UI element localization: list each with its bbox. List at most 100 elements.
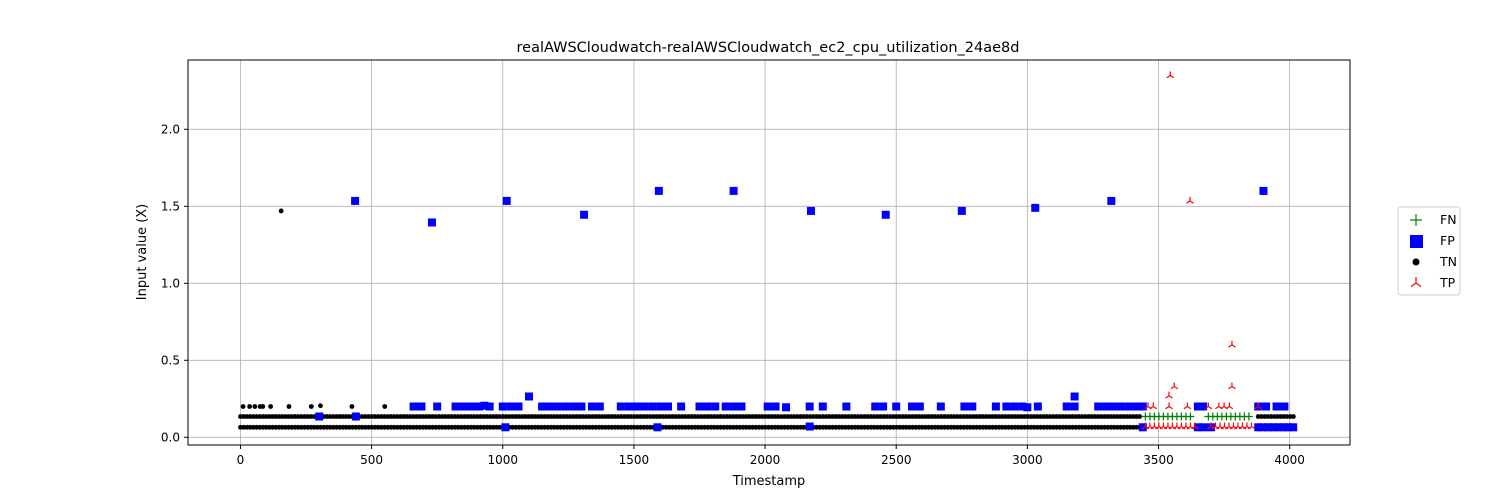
point-FP (514, 402, 523, 411)
point-TP (1225, 402, 1234, 410)
point-FP (1289, 423, 1298, 432)
x-tick-label: 2500 (881, 453, 912, 467)
legend-label-TP: TP (1439, 275, 1456, 290)
point-FP (569, 402, 578, 411)
point-TP (1165, 402, 1173, 410)
point-FP (1138, 423, 1147, 432)
point-FP (1002, 402, 1011, 411)
series-FP (315, 186, 1298, 432)
point-TN (1137, 414, 1143, 419)
point-FP (351, 196, 360, 205)
point-TP (1166, 71, 1175, 79)
point-FP (892, 402, 901, 411)
point-TN (1290, 414, 1296, 419)
point-FP (417, 402, 426, 411)
point-FP (695, 402, 704, 411)
point-FP (711, 402, 720, 411)
point-TN (349, 404, 355, 409)
legend-marker-FP (1410, 235, 1423, 248)
point-FP (1102, 402, 1111, 411)
x-axis-label: Timestamp (732, 474, 806, 489)
x-tick-label: 0 (237, 453, 245, 467)
point-FP (648, 402, 657, 411)
series-FN (1141, 412, 1253, 421)
point-FP (502, 196, 511, 205)
point-TN (240, 404, 246, 409)
point-FP (595, 402, 604, 411)
point-FP (1259, 423, 1268, 432)
point-FP (1138, 402, 1147, 411)
legend-label-TN: TN (1439, 254, 1457, 269)
point-FP (624, 402, 633, 411)
point-TN (252, 404, 258, 409)
point-FP (806, 206, 815, 215)
point-FP (1117, 402, 1126, 411)
legend-marker-FN (1410, 214, 1422, 226)
point-FP (818, 402, 827, 411)
point-FP (1193, 402, 1202, 411)
point-FP (640, 402, 649, 411)
y-tick-label: 1.0 (161, 276, 180, 290)
point-FP (703, 402, 712, 411)
legend-marker-TN (1412, 258, 1420, 266)
point-FP (632, 402, 641, 411)
point-FP (1010, 402, 1019, 411)
point-FP (915, 402, 924, 411)
point-FP (451, 402, 460, 411)
series-TP (1141, 71, 1263, 430)
point-TP (1191, 422, 1199, 430)
point-FP (538, 402, 547, 411)
point-FP (782, 403, 791, 412)
point-FP (879, 402, 888, 411)
y-axis-label: Input value (X) (135, 204, 150, 300)
point-FP (1206, 423, 1215, 432)
point-FP (1070, 402, 1079, 411)
plot-frame (187, 59, 1351, 446)
point-FP (587, 402, 596, 411)
point-FP (1199, 402, 1208, 411)
point-FP (1274, 423, 1283, 432)
point-FP (677, 402, 686, 411)
point-FP (729, 402, 738, 411)
point-TP (1247, 422, 1256, 430)
y-tick-label: 0.5 (161, 353, 180, 367)
point-FP (1199, 423, 1208, 432)
point-FP (459, 402, 468, 411)
point-FP (1264, 423, 1273, 432)
point-TN (260, 404, 266, 409)
point-FP (1018, 402, 1027, 411)
y-axis-ticks: 0.0 0.5 1.0 1.5 2.0 (161, 122, 188, 444)
point-FP (501, 423, 510, 432)
point-FP (1262, 402, 1271, 411)
point-FP (1254, 423, 1263, 432)
point-FP (936, 402, 945, 411)
x-tick-label: 1500 (619, 453, 650, 467)
point-FP (1279, 423, 1288, 432)
point-FP (881, 210, 890, 219)
point-TN (286, 404, 292, 409)
grid-lines (188, 60, 1350, 445)
point-FP (1033, 402, 1042, 411)
point-FP (469, 402, 478, 411)
point-TP (1204, 402, 1213, 410)
point-FP (1023, 403, 1032, 412)
point-FP (1280, 402, 1289, 411)
point-TN (308, 404, 314, 409)
point-FP (1272, 402, 1281, 411)
point-FP (654, 186, 663, 195)
point-TN (278, 208, 284, 214)
chart-title: realAWSCloudwatch-realAWSCloudwatch_ec2_… (517, 40, 1020, 56)
x-tick-label: 1000 (487, 453, 518, 467)
x-tick-label: 4000 (1274, 453, 1305, 467)
point-TP (1165, 391, 1173, 399)
point-FP (315, 412, 324, 421)
point-TP (1170, 382, 1179, 390)
point-FP (485, 402, 494, 411)
point-FN (1186, 412, 1195, 421)
point-FP (1109, 402, 1118, 411)
point-FP (957, 206, 966, 215)
point-TP (1186, 196, 1194, 204)
point-TN (247, 404, 253, 409)
point-FP (480, 401, 489, 410)
point-FP (805, 422, 814, 431)
